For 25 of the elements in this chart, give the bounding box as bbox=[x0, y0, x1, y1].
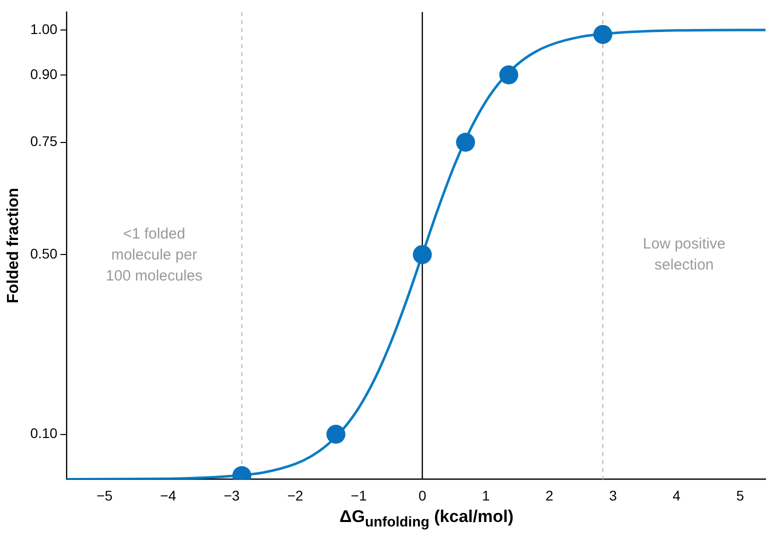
x-tick-label: −2 bbox=[287, 487, 304, 504]
annotation: Low positive selection bbox=[642, 236, 726, 274]
y-tick-label: 0.90 bbox=[30, 66, 58, 82]
x-tick-label: 0 bbox=[418, 487, 426, 504]
x-tick-label: 2 bbox=[546, 487, 554, 504]
y-tick-label: 1.00 bbox=[30, 20, 58, 37]
x-tick-label: −4 bbox=[160, 487, 176, 504]
x-axis-title: ΔG$_{unfolding}$ (kcal/mol) bbox=[338, 507, 514, 530]
x-tick-label: −1 bbox=[350, 487, 367, 504]
x-tick-label: 5 bbox=[736, 487, 744, 504]
x-tick-label: 4 bbox=[672, 487, 681, 504]
point bbox=[326, 424, 346, 444]
y-axis-title: Folded fraction bbox=[5, 188, 22, 304]
point bbox=[412, 245, 432, 264]
point bbox=[456, 132, 476, 152]
x-tick-label: −3 bbox=[224, 487, 240, 504]
y-tick-label: 0.75 bbox=[30, 133, 58, 150]
point bbox=[499, 65, 518, 84]
x-tick-label: 1 bbox=[482, 487, 490, 504]
x-tick-label: 3 bbox=[609, 487, 618, 504]
point bbox=[593, 24, 612, 44]
annotation: <1 folded molecule per 100 molecules bbox=[106, 226, 203, 285]
y-tick-label: 0.50 bbox=[30, 245, 58, 262]
y-tick-label: 0.10 bbox=[30, 425, 58, 442]
x-tick-label: −5 bbox=[96, 487, 113, 504]
